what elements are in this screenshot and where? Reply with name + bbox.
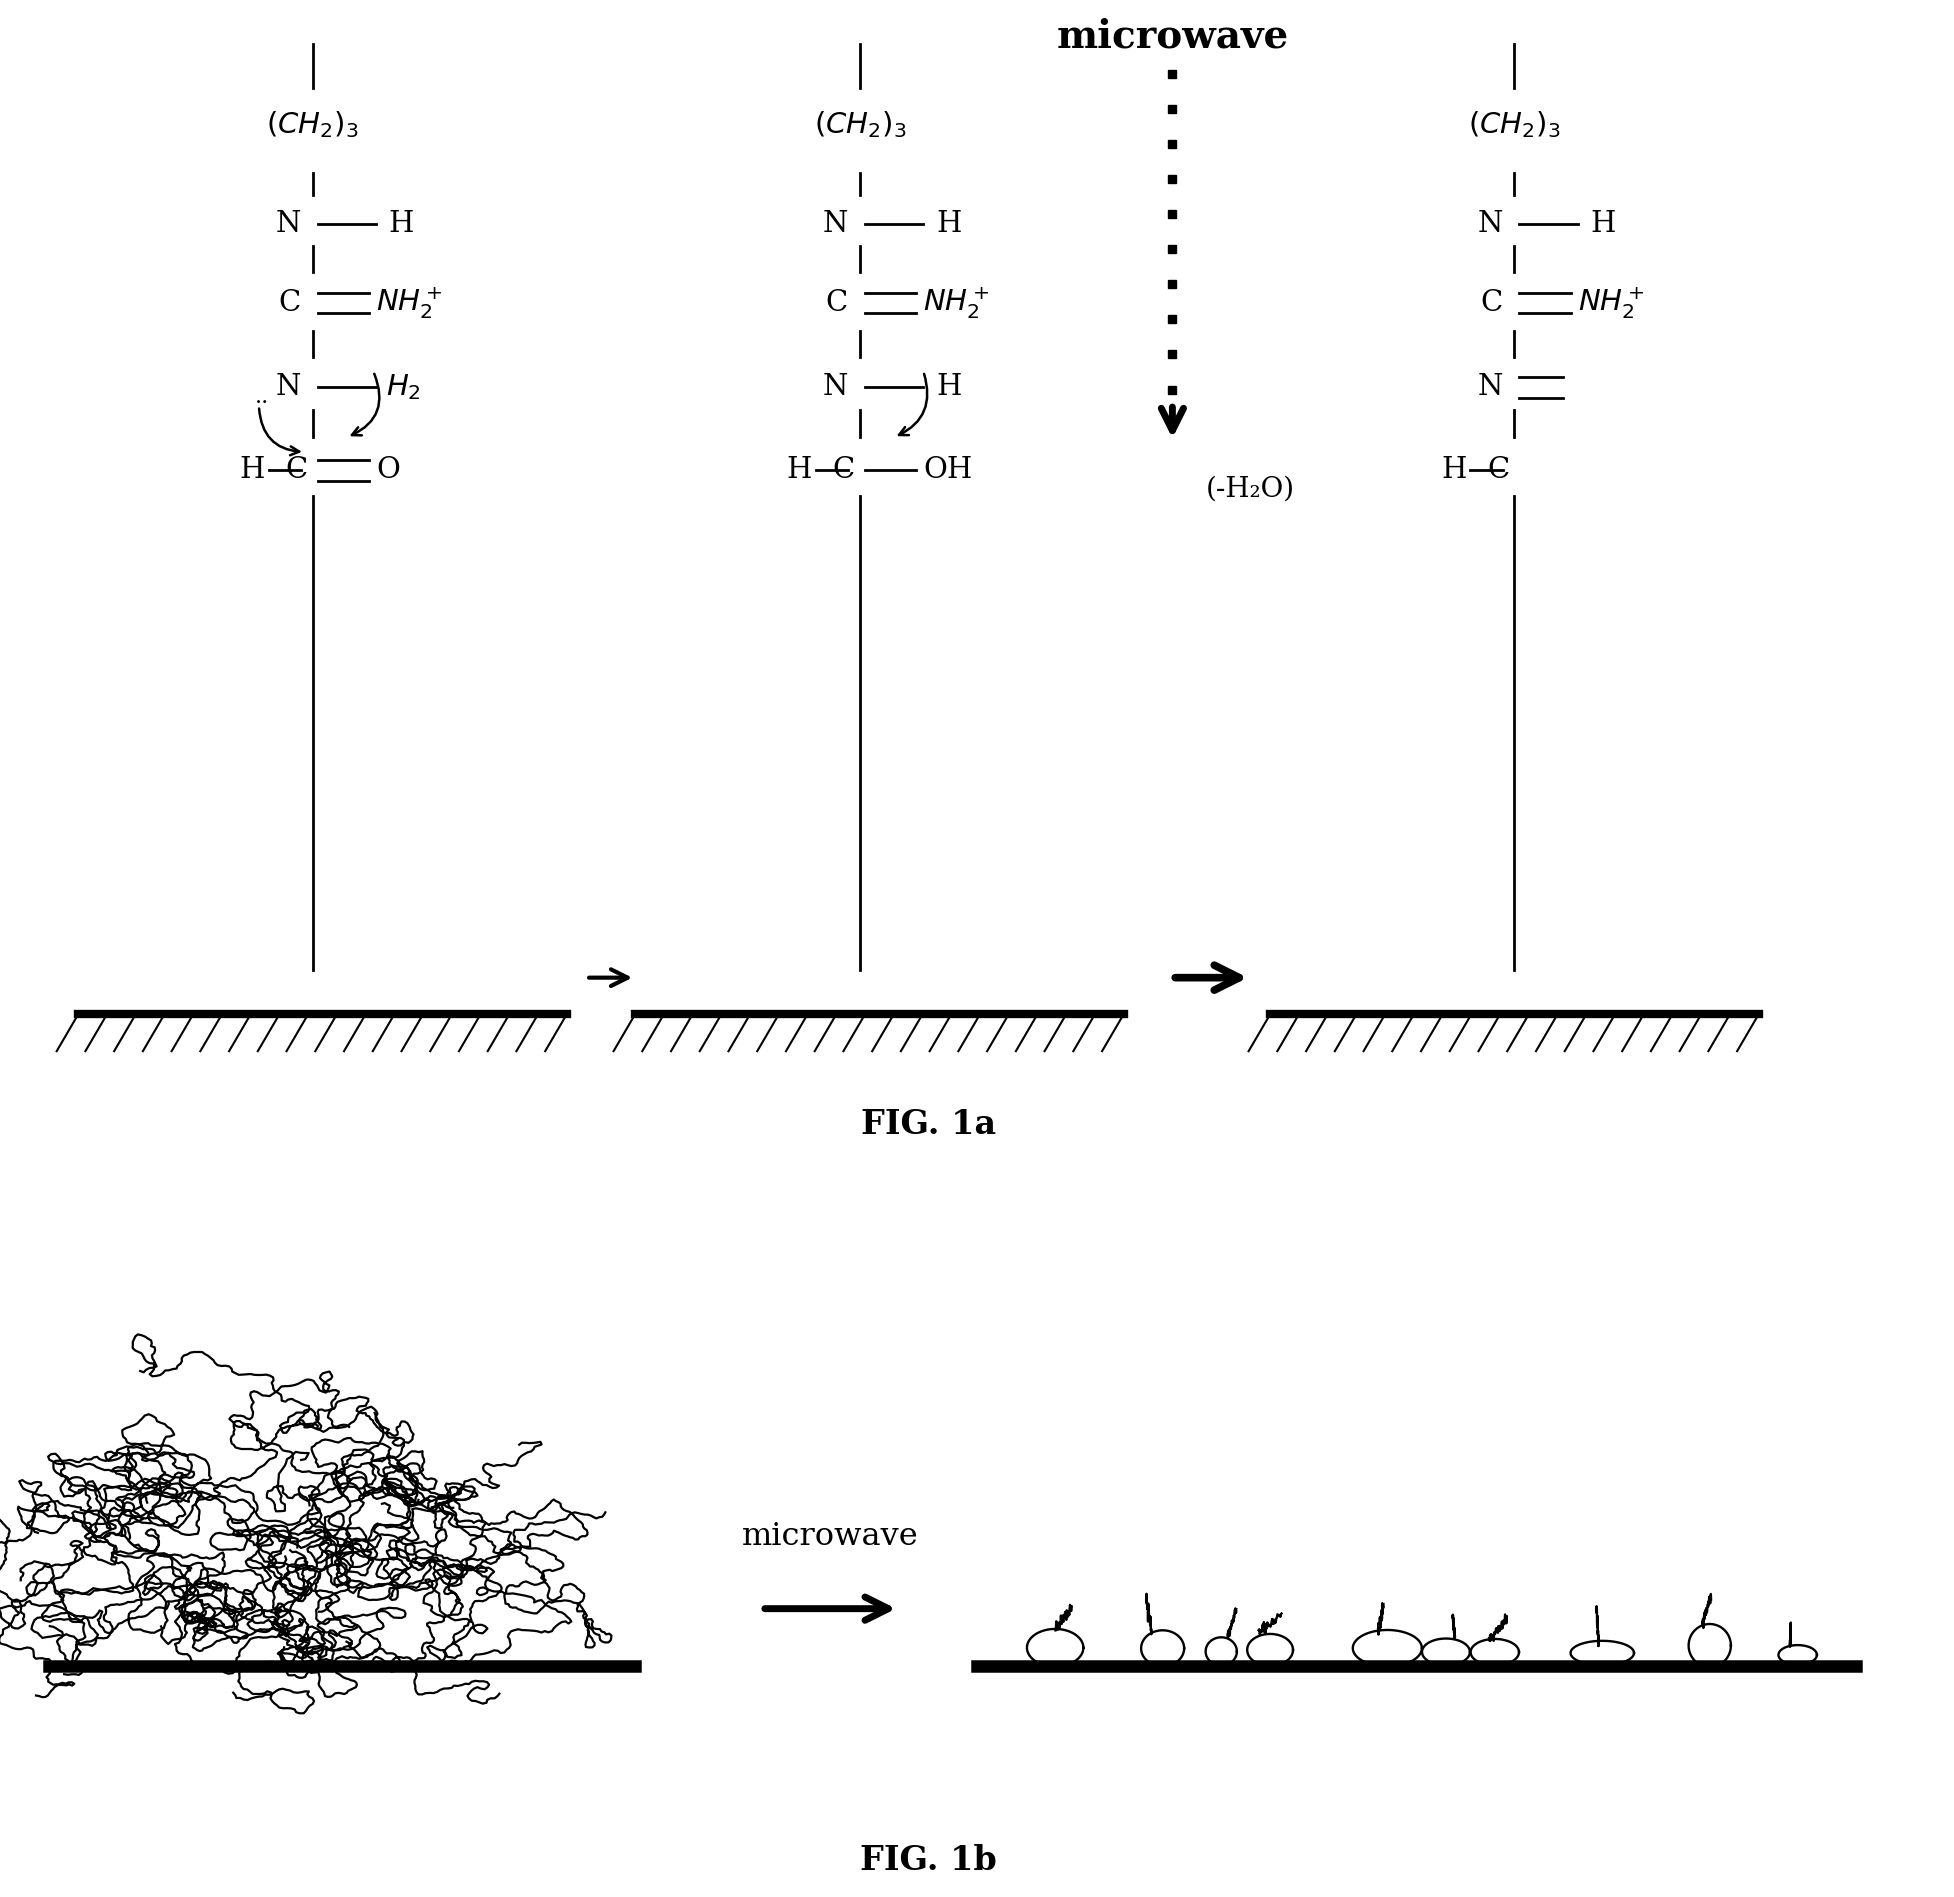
- Text: N: N: [276, 374, 301, 402]
- Text: H: H: [787, 457, 811, 484]
- Text: H: H: [389, 211, 414, 239]
- Text: N: N: [276, 211, 301, 239]
- Text: $NH_2^+$: $NH_2^+$: [1579, 285, 1645, 321]
- Text: C: C: [279, 288, 301, 317]
- Text: H: H: [1591, 211, 1616, 239]
- Text: O: O: [377, 457, 401, 484]
- Text: N: N: [823, 374, 848, 402]
- Text: FIG. 1b: FIG. 1b: [860, 1844, 997, 1878]
- Text: H: H: [240, 457, 264, 484]
- Text: C: C: [832, 457, 856, 484]
- Text: ··: ··: [254, 393, 270, 414]
- Text: $(CH_2)_3$: $(CH_2)_3$: [1467, 110, 1561, 140]
- Text: $(CH_2)_3$: $(CH_2)_3$: [813, 110, 907, 140]
- Text: N: N: [1477, 374, 1503, 402]
- Text: $NH_2^+$: $NH_2^+$: [377, 285, 444, 321]
- Text: $(CH_2)_3$: $(CH_2)_3$: [266, 110, 360, 140]
- Text: (-H₂O): (-H₂O): [1206, 476, 1296, 503]
- Text: C: C: [827, 288, 848, 317]
- Text: H: H: [1442, 457, 1466, 484]
- Text: C: C: [285, 457, 309, 484]
- Text: FIG. 1a: FIG. 1a: [860, 1108, 997, 1142]
- Text: N: N: [823, 211, 848, 239]
- Text: microwave: microwave: [743, 1521, 918, 1552]
- Text: microwave: microwave: [1057, 17, 1288, 55]
- Text: $H_2$: $H_2$: [387, 372, 420, 402]
- Text: C: C: [1487, 457, 1508, 484]
- Text: C: C: [1481, 288, 1503, 317]
- Text: H: H: [936, 374, 961, 402]
- Text: $NH_2^+$: $NH_2^+$: [924, 285, 991, 321]
- Text: OH: OH: [924, 457, 973, 484]
- Text: N: N: [1477, 211, 1503, 239]
- Text: H: H: [936, 211, 961, 239]
